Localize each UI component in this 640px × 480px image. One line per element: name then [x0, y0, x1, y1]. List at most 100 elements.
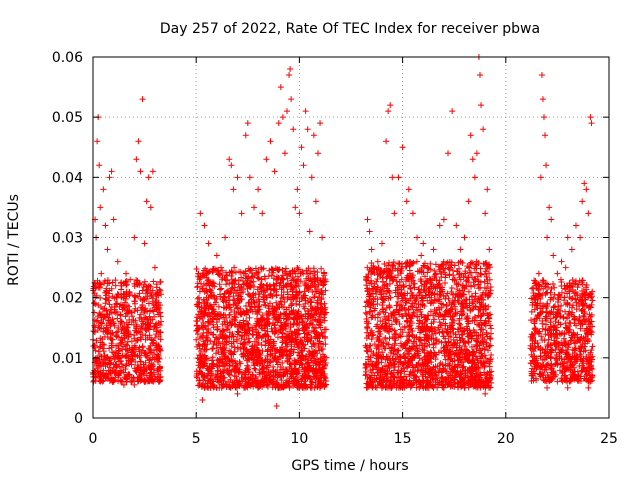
data-point	[362, 309, 369, 316]
data-point	[114, 315, 121, 322]
data-point	[144, 326, 151, 333]
data-point	[278, 377, 285, 384]
data-point	[137, 358, 144, 365]
data-point	[132, 305, 139, 312]
data-point	[251, 365, 258, 372]
data-point	[157, 347, 164, 354]
data-point	[97, 375, 104, 382]
data-point	[282, 265, 289, 272]
data-point	[102, 328, 109, 335]
data-point	[316, 340, 323, 347]
data-point	[140, 347, 147, 354]
data-point	[126, 316, 133, 323]
data-point	[104, 361, 111, 368]
data-point	[151, 313, 158, 320]
data-point	[156, 363, 163, 370]
data-point	[149, 287, 156, 294]
data-point	[158, 318, 165, 325]
data-point	[487, 322, 494, 329]
data-point	[106, 345, 113, 352]
data-point	[120, 369, 127, 376]
data-point	[93, 337, 100, 344]
data-point	[122, 366, 129, 373]
data-point	[488, 352, 495, 359]
data-point	[119, 346, 126, 353]
data-point	[222, 276, 229, 283]
data-point	[115, 291, 122, 298]
data-point	[368, 336, 375, 343]
data-point	[253, 299, 260, 306]
data-point	[100, 367, 107, 374]
data-point	[214, 356, 221, 363]
data-point	[314, 269, 321, 276]
data-point	[589, 343, 596, 350]
data-point	[216, 315, 223, 322]
data-point	[288, 302, 295, 309]
data-point	[96, 344, 103, 351]
data-point	[141, 367, 148, 374]
data-point	[157, 336, 164, 343]
data-point	[310, 340, 317, 347]
data-point	[115, 372, 122, 379]
data-point	[207, 287, 214, 294]
data-point	[127, 358, 134, 365]
data-point	[487, 284, 494, 291]
data-point	[539, 320, 546, 327]
data-point	[151, 350, 158, 357]
data-point	[106, 301, 113, 308]
data-point	[113, 329, 120, 336]
data-point	[91, 343, 98, 350]
data-point	[412, 297, 419, 304]
data-point	[536, 370, 543, 377]
data-point	[147, 362, 154, 369]
data-point	[139, 301, 146, 308]
data-point	[465, 339, 472, 346]
data-point	[124, 338, 131, 345]
data-point	[154, 351, 161, 358]
data-point	[266, 339, 273, 346]
data-point	[121, 299, 128, 306]
data-point	[320, 314, 327, 321]
data-point	[124, 342, 131, 349]
data-point	[96, 357, 103, 364]
data-point	[223, 303, 230, 310]
data-point	[216, 379, 223, 386]
data-point	[101, 341, 108, 348]
data-point	[146, 357, 153, 364]
data-point	[153, 320, 160, 327]
data-point	[114, 328, 121, 335]
data-point	[123, 295, 130, 302]
data-point	[113, 342, 120, 349]
data-point	[150, 295, 157, 302]
data-point	[319, 351, 326, 358]
data-point	[284, 296, 291, 303]
data-point	[124, 352, 131, 359]
data-point	[273, 299, 280, 306]
data-point	[143, 364, 150, 371]
data-point	[310, 265, 317, 272]
data-point	[139, 331, 146, 338]
data-point	[137, 311, 144, 318]
data-point	[110, 320, 117, 327]
data-point	[283, 306, 290, 313]
data-point	[118, 361, 125, 368]
data-point	[222, 299, 229, 306]
data-point	[107, 335, 114, 342]
data-point	[145, 284, 152, 291]
data-point	[252, 265, 259, 272]
data-point	[146, 375, 153, 382]
data-point	[140, 281, 147, 288]
data-point	[110, 349, 117, 356]
data-point	[154, 327, 161, 334]
data-point	[125, 321, 132, 328]
data-point	[270, 363, 277, 370]
data-point	[150, 362, 157, 369]
data-point	[107, 355, 114, 362]
data-point	[91, 309, 98, 316]
data-point	[156, 355, 163, 362]
data-point	[154, 367, 161, 374]
data-point	[93, 284, 100, 291]
data-point	[111, 306, 118, 313]
data-point	[130, 374, 137, 381]
data-point	[135, 328, 142, 335]
